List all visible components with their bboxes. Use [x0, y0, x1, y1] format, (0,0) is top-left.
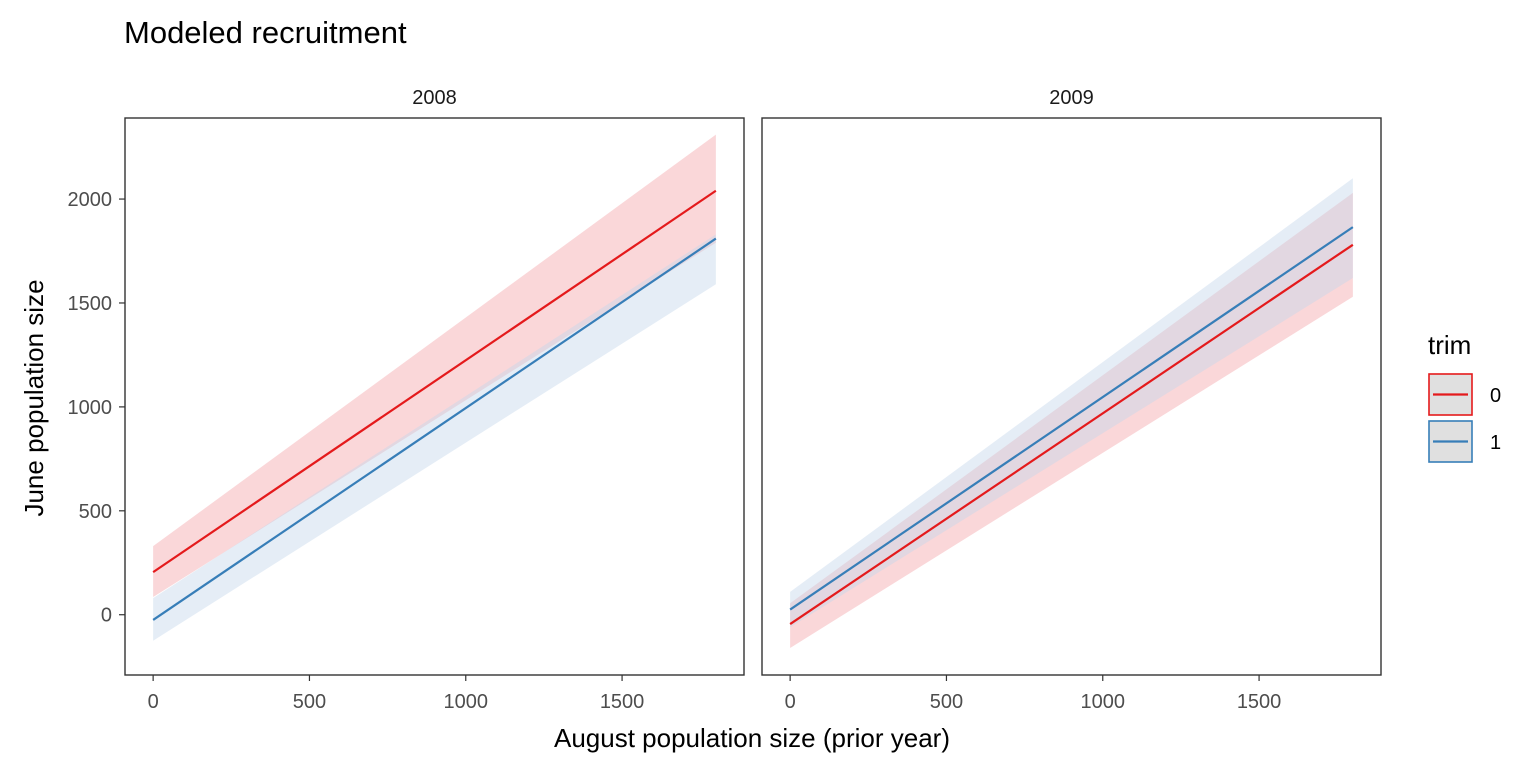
- x-tick-label: 1500: [600, 691, 645, 713]
- x-tick-label: 0: [785, 691, 796, 713]
- legend-label: 1: [1490, 432, 1501, 454]
- y-tick-label: 1500: [68, 293, 113, 315]
- x-axis-title: August population size (prior year): [554, 723, 950, 753]
- x-tick-label: 500: [293, 691, 326, 713]
- confidence-band-trim-0: [153, 134, 716, 598]
- fit-line-trim-1: [789, 226, 1354, 611]
- panel-2008: 2008 0 500 1000 1500 0 500 1000 1500 2000: [68, 87, 745, 713]
- y-tick-label: 2000: [68, 189, 113, 211]
- legend: trim 0 1: [1428, 330, 1501, 463]
- facet-panels: 2008 0 500 1000 1500 0 500 1000 1500 2000 2009 0 500…: [68, 87, 1382, 713]
- chart-title: Modeled recruitment: [124, 15, 407, 50]
- x-tick-label: 1500: [1237, 691, 1282, 713]
- facet-strip-label: 2009: [1049, 87, 1094, 109]
- x-tick-label: 1000: [444, 691, 489, 713]
- legend-key-0: 0: [1428, 373, 1501, 416]
- fit-line-trim-0: [152, 189, 717, 574]
- facet-strip-label: 2008: [412, 87, 457, 109]
- x-tick-label: 0: [148, 691, 159, 713]
- fit-line-trim-0: [789, 243, 1354, 625]
- confidence-band-trim-0: [790, 192, 1353, 648]
- fit-line-trim-1: [152, 237, 717, 621]
- legend-title: trim: [1428, 330, 1471, 360]
- y-tick-label: 0: [101, 605, 112, 627]
- x-tick-label: 1000: [1081, 691, 1126, 713]
- legend-label: 0: [1490, 385, 1501, 407]
- confidence-band-trim-1: [790, 178, 1353, 628]
- y-axis-title: June population size: [19, 279, 49, 516]
- x-tick-label: 500: [930, 691, 963, 713]
- y-tick-label: 1000: [68, 397, 113, 419]
- panel-border: [761, 117, 1382, 676]
- panel-border: [124, 117, 745, 676]
- panel-2009: 2009 0 500 1000 1500: [761, 87, 1382, 713]
- confidence-band-trim-1: [153, 234, 716, 641]
- legend-key-1: 1: [1428, 420, 1501, 463]
- y-tick-label: 500: [79, 501, 112, 523]
